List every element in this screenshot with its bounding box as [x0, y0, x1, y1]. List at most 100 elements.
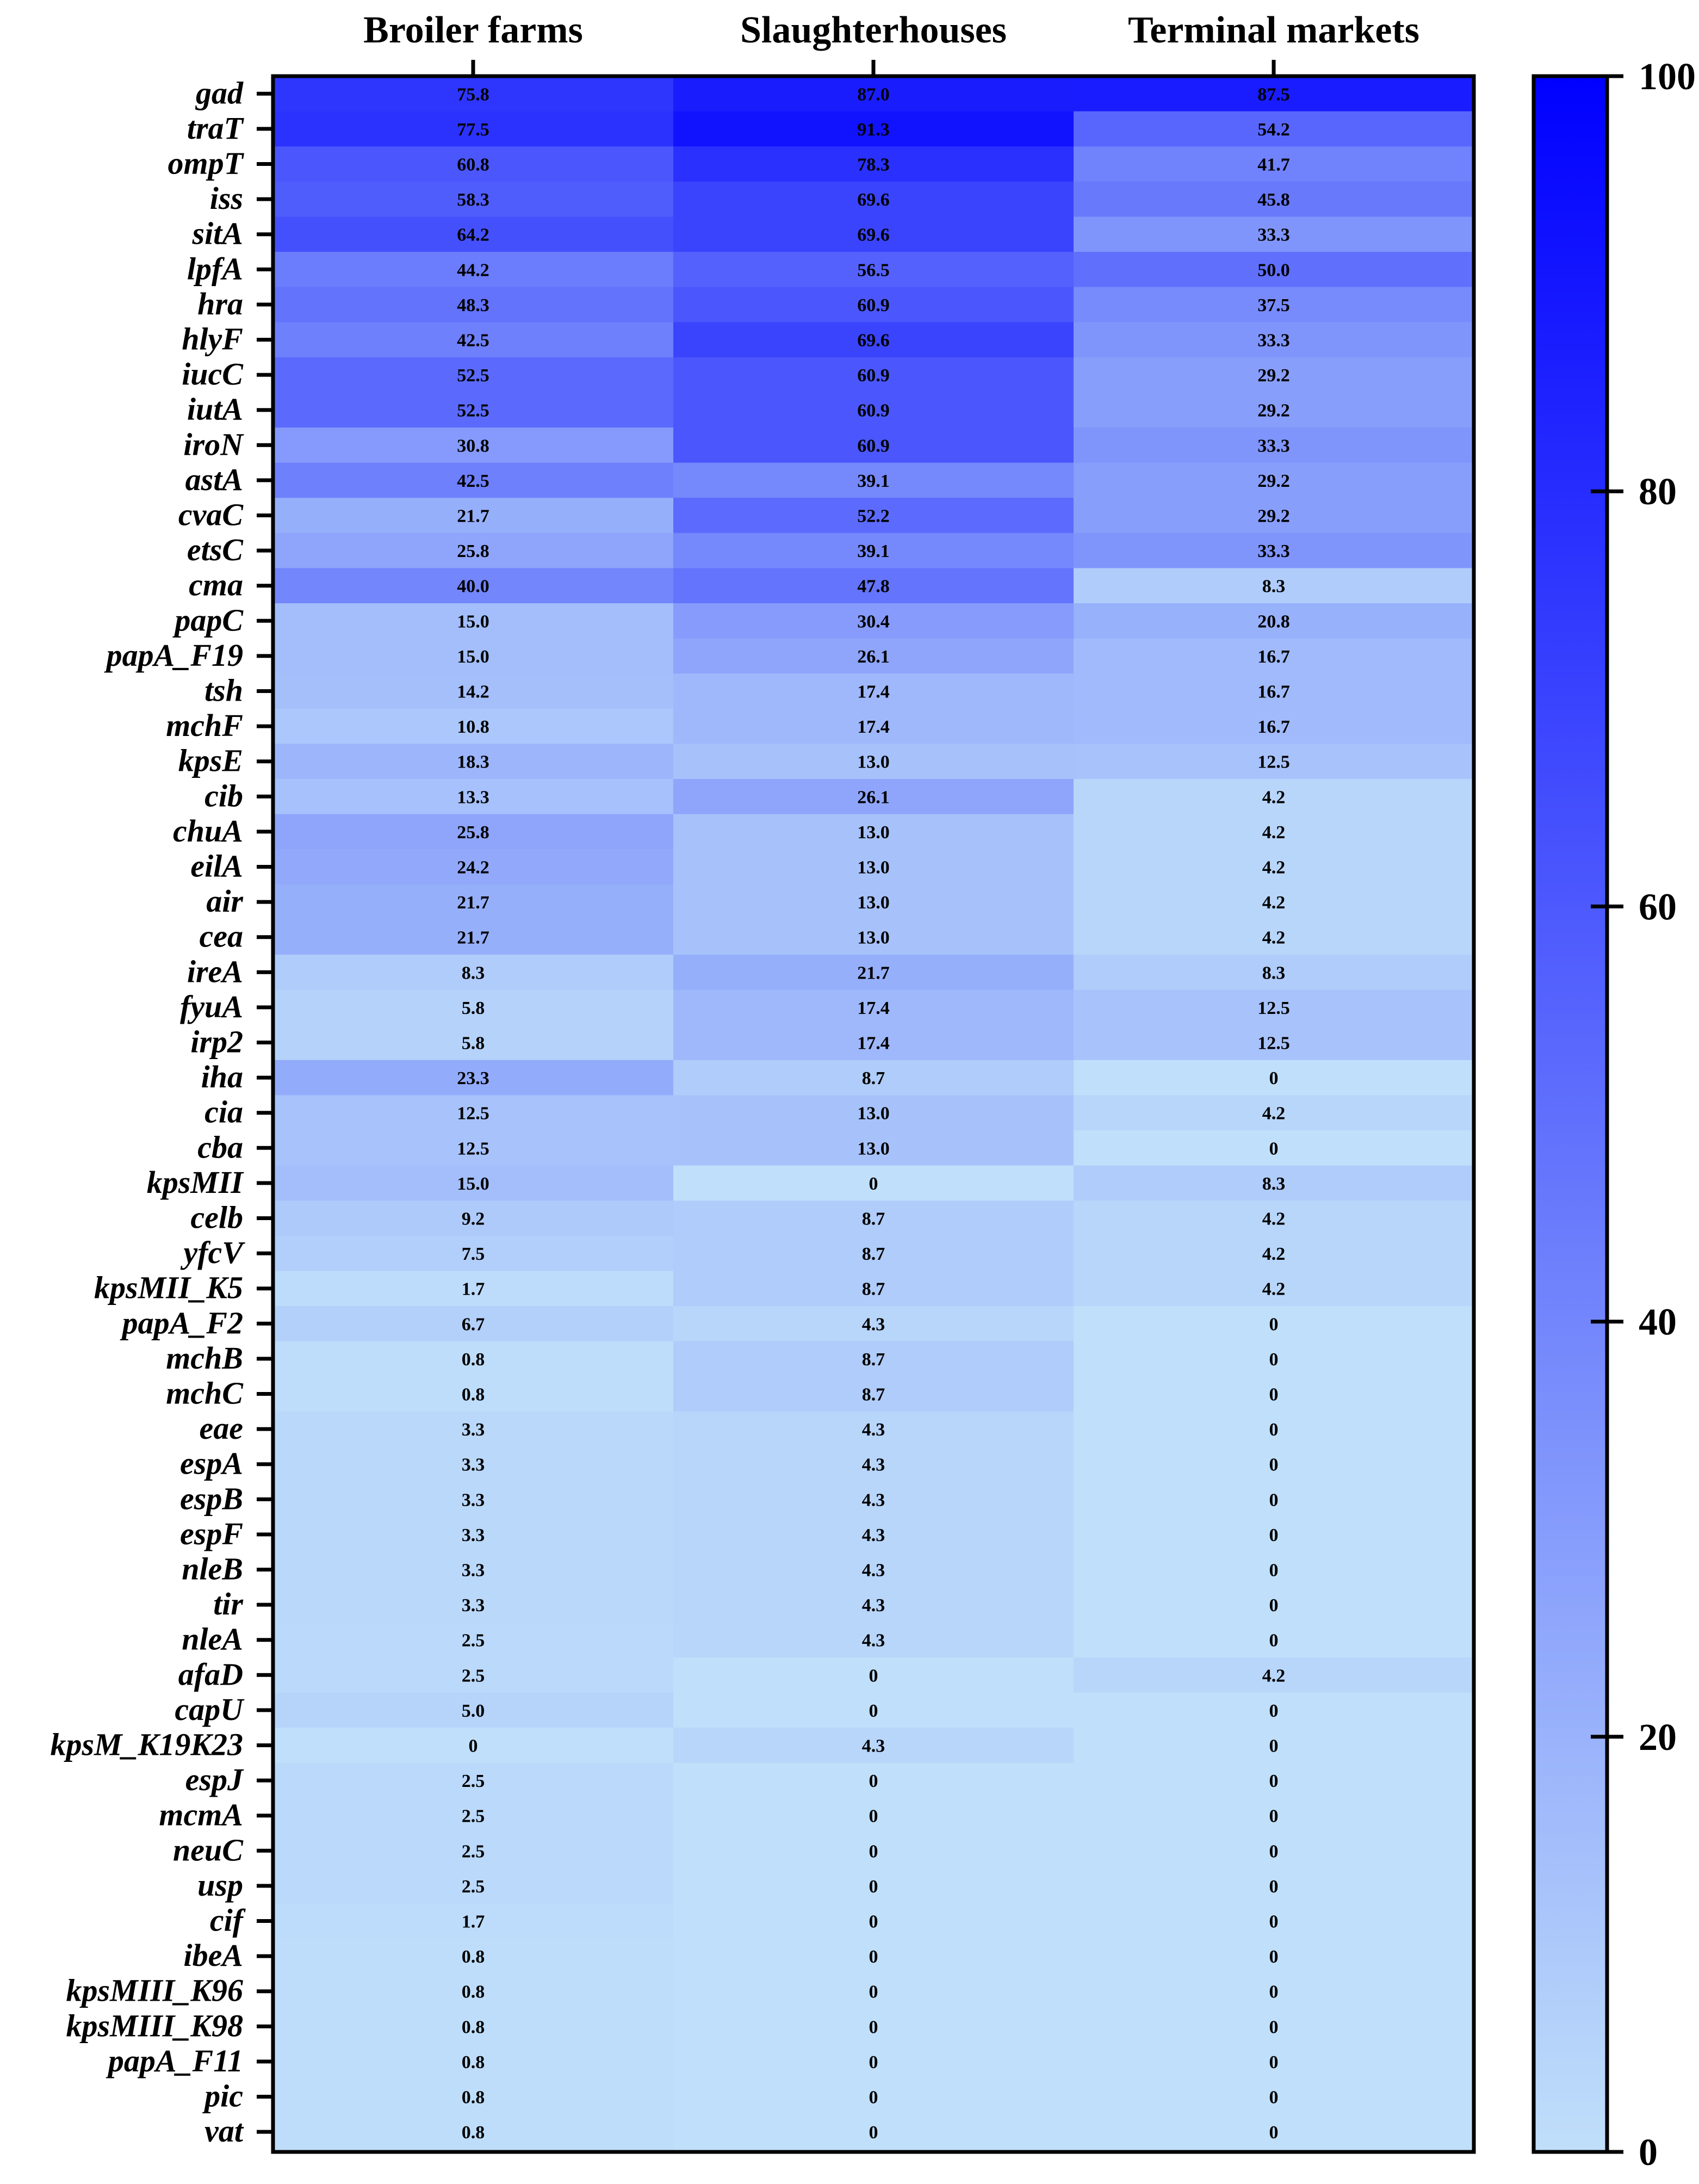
cell-value-air-terminal-markets: 4.2	[1262, 893, 1286, 913]
heatmap-cell-celb-broiler-farms	[273, 1201, 674, 1236]
cell-value-espj-broiler-farms: 2.5	[462, 1771, 485, 1791]
heatmap-cell-espb-slaughterhouses	[673, 1482, 1074, 1518]
heatmap-cell-eae-slaughterhouses	[673, 1411, 1074, 1447]
cell-value-neuc-broiler-farms: 2.5	[462, 1841, 485, 1861]
cell-value-cba-slaughterhouses: 13.0	[857, 1139, 890, 1159]
gene-label-tsh: tsh	[204, 673, 243, 708]
colorbar-tick-label-80: 80	[1639, 471, 1677, 513]
heatmap-cell-asta-terminal-markets	[1074, 462, 1474, 498]
cell-value-kpse-slaughterhouses: 13.0	[857, 752, 890, 772]
cell-value-celb-broiler-farms: 9.2	[462, 1209, 485, 1229]
cell-value-celb-terminal-markets: 4.2	[1262, 1209, 1286, 1229]
colorbar-gradient	[1531, 74, 1609, 2154]
cell-value-kpsmii-k5-slaughterhouses: 8.7	[862, 1279, 885, 1300]
cell-value-hra-broiler-farms: 48.3	[457, 295, 489, 315]
heatmap-cell-iucc-terminal-markets	[1074, 357, 1474, 393]
cell-value-mcma-slaughterhouses: 0	[869, 1806, 878, 1827]
cell-value-kpsmii-broiler-farms: 15.0	[457, 1174, 489, 1194]
gene-label-cvac: cvaC	[178, 497, 244, 533]
cell-value-espa-slaughterhouses: 4.3	[862, 1455, 885, 1475]
gene-label-iuta: iutA	[187, 392, 243, 427]
cell-value-espb-terminal-markets: 0	[1269, 1490, 1279, 1510]
cell-value-asta-terminal-markets: 29.2	[1257, 471, 1290, 491]
heatmap-cell-capu-broiler-farms	[273, 1692, 674, 1728]
gene-label-nleb: nleB	[182, 1551, 243, 1587]
cell-value-hlyf-broiler-farms: 42.5	[457, 331, 489, 351]
gene-label-eila: eilA	[190, 849, 243, 884]
cell-value-chua-slaughterhouses: 13.0	[857, 822, 890, 843]
heatmap-cell-neuc-broiler-farms	[273, 1833, 674, 1869]
heatmap-cell-kpsmii-k5-terminal-markets	[1074, 1271, 1474, 1307]
cell-value-kpsmiii-k98-slaughterhouses: 0	[869, 2017, 878, 2037]
heatmap-cell-iha-terminal-markets	[1074, 1060, 1474, 1096]
gene-label-papa-f2: papA_F2	[120, 1305, 243, 1340]
cell-value-espf-terminal-markets: 0	[1269, 1525, 1279, 1545]
heatmap-cell-hra-slaughterhouses	[673, 287, 1074, 323]
cell-value-espf-slaughterhouses: 4.3	[862, 1525, 885, 1545]
cell-value-espb-broiler-farms: 3.3	[462, 1490, 485, 1510]
heatmap-cell-kpsmiii-k96-slaughterhouses	[673, 1973, 1074, 2009]
gene-label-sita: sitA	[192, 216, 244, 251]
heatmap-cell-mcma-slaughterhouses	[673, 1798, 1074, 1834]
gene-labels: gadtraTompTisssitAlpfAhrahlyFiucCiutAiro…	[50, 75, 273, 2149]
heatmap-cell-mchc-broiler-farms	[273, 1376, 674, 1412]
cell-value-gad-slaughterhouses: 87.0	[857, 84, 890, 104]
heatmap-cell-espa-broiler-farms	[273, 1446, 674, 1482]
heatmap-cell-espa-terminal-markets	[1074, 1446, 1474, 1482]
heatmap-cell-cma-slaughterhouses	[673, 568, 1074, 604]
cell-value-lpfa-slaughterhouses: 56.5	[857, 260, 890, 280]
cell-value-fyua-slaughterhouses: 17.4	[857, 998, 890, 1018]
cell-value-cif-broiler-farms: 1.7	[462, 1912, 485, 1932]
column-ticks	[471, 60, 1276, 76]
heatmap-cell-nlea-broiler-farms	[273, 1622, 674, 1658]
heatmap-cell-cib-slaughterhouses	[673, 779, 1074, 815]
cell-value-papa-f19-broiler-farms: 15.0	[457, 647, 489, 667]
heatmap-cell-cib-broiler-farms	[273, 779, 674, 815]
cell-value-hra-slaughterhouses: 60.9	[857, 295, 890, 315]
cell-value-irp2-slaughterhouses: 17.4	[857, 1034, 890, 1054]
heatmap-cell-yfcv-slaughterhouses	[673, 1235, 1074, 1272]
cell-value-celb-slaughterhouses: 8.7	[862, 1209, 885, 1229]
cell-value-nlea-broiler-farms: 2.5	[462, 1631, 485, 1651]
cell-value-mchb-broiler-farms: 0.8	[462, 1350, 485, 1370]
gene-label-papa-f19: papA_F19	[104, 638, 243, 673]
cell-value-iucc-broiler-farms: 52.5	[457, 366, 489, 386]
heatmap-cell-papc-slaughterhouses	[673, 603, 1074, 639]
heatmap-cell-gad-slaughterhouses	[673, 76, 1074, 112]
column-header-terminal-markets: Terminal markets	[1128, 9, 1419, 51]
cell-value-papa-f2-terminal-markets: 0	[1269, 1314, 1279, 1334]
heatmap-cell-chua-broiler-farms	[273, 814, 674, 850]
cell-value-capu-slaughterhouses: 0	[869, 1701, 878, 1721]
cell-value-usp-terminal-markets: 0	[1269, 1877, 1279, 1897]
gene-label-kpsm-k19k23: kpsM_K19K23	[50, 1727, 243, 1762]
heatmap-cell-cia-terminal-markets	[1074, 1095, 1474, 1131]
cell-value-papa-f2-slaughterhouses: 4.3	[862, 1314, 885, 1334]
gene-label-afad: afaD	[178, 1656, 243, 1692]
gene-label-cib: cib	[204, 778, 243, 813]
cell-value-neuc-terminal-markets: 0	[1269, 1841, 1279, 1861]
cell-value-cba-broiler-farms: 12.5	[457, 1139, 489, 1159]
heatmap-cell-nleb-slaughterhouses	[673, 1552, 1074, 1588]
cell-value-yfcv-slaughterhouses: 8.7	[862, 1244, 885, 1264]
cell-value-cma-slaughterhouses: 47.8	[857, 577, 890, 597]
heatmap-cell-mchf-terminal-markets	[1074, 708, 1474, 745]
gene-label-cia: cia	[204, 1094, 243, 1130]
cell-value-nleb-broiler-farms: 3.3	[462, 1561, 485, 1581]
heatmap-cell-cba-broiler-farms	[273, 1130, 674, 1166]
cell-value-asta-slaughterhouses: 39.1	[857, 471, 890, 491]
cell-value-papa-f2-broiler-farms: 6.7	[462, 1314, 485, 1334]
cell-value-kpsm-k19k23-slaughterhouses: 4.3	[862, 1736, 885, 1756]
heatmap-cell-tsh-terminal-markets	[1074, 673, 1474, 709]
heatmap-cell-cba-slaughterhouses	[673, 1130, 1074, 1166]
cell-value-kpsmiii-k96-broiler-farms: 0.8	[462, 1982, 485, 2002]
heatmap-cell-afad-broiler-farms	[273, 1657, 674, 1693]
cell-value-tir-broiler-farms: 3.3	[462, 1595, 485, 1616]
heatmap-cell-ibea-terminal-markets	[1074, 1938, 1474, 1975]
heatmap-cell-celb-terminal-markets	[1074, 1201, 1474, 1236]
heatmap-cell-hlyf-terminal-markets	[1074, 322, 1474, 358]
heatmap-cell-hra-terminal-markets	[1074, 287, 1474, 323]
cell-value-iha-slaughterhouses: 8.7	[862, 1068, 885, 1088]
cell-value-espj-slaughterhouses: 0	[869, 1771, 878, 1791]
cell-value-ompt-broiler-farms: 60.8	[457, 155, 489, 175]
